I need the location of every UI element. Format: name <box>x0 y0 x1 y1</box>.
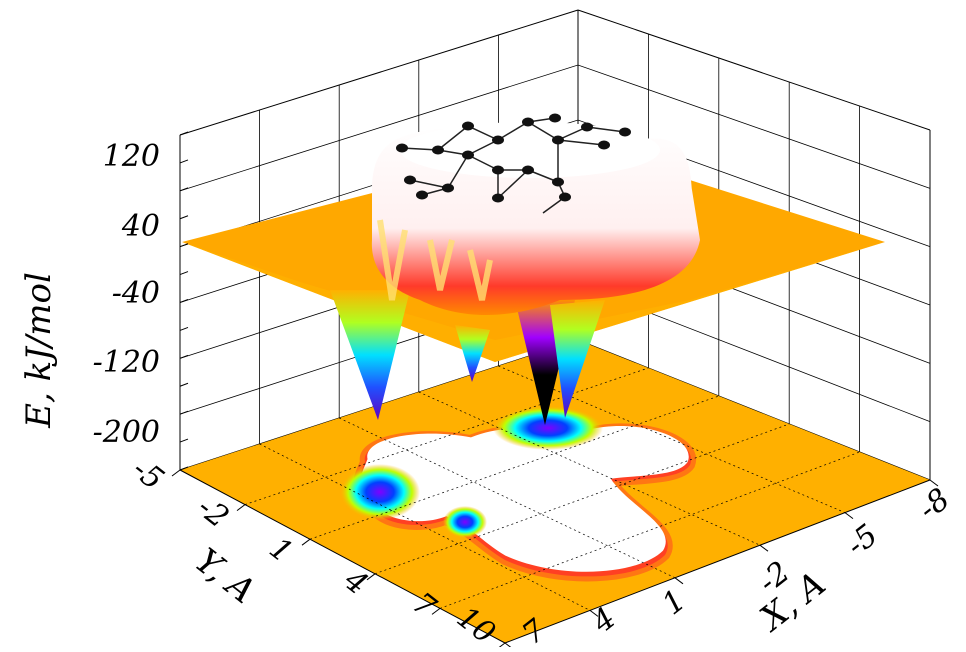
molecule-bond <box>497 121 529 141</box>
x-tick-mark <box>589 610 599 617</box>
y-axis-title: Y, A <box>187 541 262 612</box>
floor-grid-line <box>418 391 761 546</box>
surface-well <box>330 290 410 420</box>
floor-grid-line <box>339 417 676 579</box>
z-tick-mark <box>179 382 189 387</box>
molecule-bond <box>557 139 605 146</box>
z-tick-label: -40 <box>112 276 160 311</box>
z-tick-label: -120 <box>93 345 160 380</box>
molecule-atom <box>492 193 504 203</box>
molecule-atom <box>598 140 610 150</box>
y-tick-mark <box>171 469 181 477</box>
molecule-bond <box>467 139 499 156</box>
y-tick-mark <box>236 504 246 512</box>
x-tick-label: 1 <box>656 583 693 622</box>
z-tick-mark <box>179 187 189 192</box>
z-grid-line <box>179 119 931 248</box>
z-tick-label: 120 <box>103 139 160 174</box>
floor-grid-line <box>259 443 591 611</box>
z-tick-mark <box>179 271 189 276</box>
z-tick-mark <box>179 326 189 331</box>
y-tick-mark <box>366 573 376 581</box>
molecule-atom <box>522 165 534 175</box>
energy-surface <box>182 122 885 425</box>
molecule-atom <box>552 135 564 145</box>
y-tick-label: -2 <box>191 490 236 536</box>
molecule-bond <box>401 147 439 151</box>
molecule-atom <box>492 165 504 175</box>
surface-well <box>550 300 605 418</box>
molecule-atom <box>492 135 504 145</box>
box-edge-line <box>179 9 579 136</box>
z-tick-mark <box>179 215 189 220</box>
z-tick-mark <box>179 243 189 248</box>
floor-grid-line <box>374 423 790 575</box>
z-tick-mark <box>179 466 189 471</box>
floor-well-ring <box>340 464 420 520</box>
molecule-atom <box>559 192 571 202</box>
z-tick-mark <box>179 410 189 415</box>
floor-well-ring <box>493 406 603 450</box>
z-tick-mark <box>179 299 189 303</box>
molecule-atom <box>552 177 564 187</box>
molecule-bond <box>447 154 469 189</box>
x-tick-label: -8 <box>912 482 957 528</box>
energy-projection-map <box>180 340 930 643</box>
z-tick-mark <box>179 131 189 136</box>
z-tick-mark <box>179 159 189 164</box>
y-tick-mark <box>301 538 311 546</box>
z-tick-mark <box>179 438 189 443</box>
box-front-edge <box>179 469 506 644</box>
molecule-atom <box>522 117 534 127</box>
molecule-atom <box>442 183 454 193</box>
box-front-edge <box>504 479 931 644</box>
molecule-structure <box>396 113 631 214</box>
z-tick-labels: 120 40 -40 -120 -200 <box>93 139 160 450</box>
x-tick-mark <box>504 642 514 650</box>
floor-grid-line <box>309 395 719 540</box>
z-tick-mark <box>179 354 189 359</box>
x-tick-label: -5 <box>840 518 885 564</box>
molecule-atom <box>416 190 428 200</box>
x-tick-mark <box>674 577 684 585</box>
x-tick-mark <box>844 512 854 519</box>
x-tick-mark <box>759 544 769 552</box>
molecule-atom <box>619 127 631 137</box>
surface-core-top <box>400 122 660 178</box>
molecule-bond <box>409 179 449 189</box>
z-axis-title: E, kJ/mol <box>19 272 59 429</box>
molecule-atom <box>549 113 561 123</box>
plot-box-front-edges <box>171 131 939 650</box>
floor-well-ring <box>443 506 487 538</box>
floor-grid-line <box>244 367 649 505</box>
surface-well <box>455 325 490 382</box>
molecule-bond <box>437 125 469 151</box>
molecule-atom <box>404 175 416 185</box>
surface-ridges <box>377 219 493 301</box>
molecule-atom <box>396 143 408 153</box>
y-tick-label: 1 <box>263 531 300 570</box>
x-tick-mark <box>929 479 939 487</box>
y-tick-label: -5 <box>126 452 171 498</box>
y-tick-mark <box>431 608 441 615</box>
z-grid-line <box>179 64 931 192</box>
molecule-atom <box>581 122 593 132</box>
floor-white-core <box>360 425 689 572</box>
z-tick-label: -200 <box>93 415 160 450</box>
molecule-atom <box>462 121 474 131</box>
molecule-bond <box>497 169 529 199</box>
molecule-bond <box>586 126 626 133</box>
box-edge-line <box>577 9 931 131</box>
molecule-atom <box>432 145 444 155</box>
molecule-atom <box>462 150 474 160</box>
molecule-bond <box>467 154 499 171</box>
y-tick-mark <box>496 642 506 650</box>
molecule-bond <box>527 121 559 141</box>
z-tick-label: 40 <box>121 209 160 244</box>
